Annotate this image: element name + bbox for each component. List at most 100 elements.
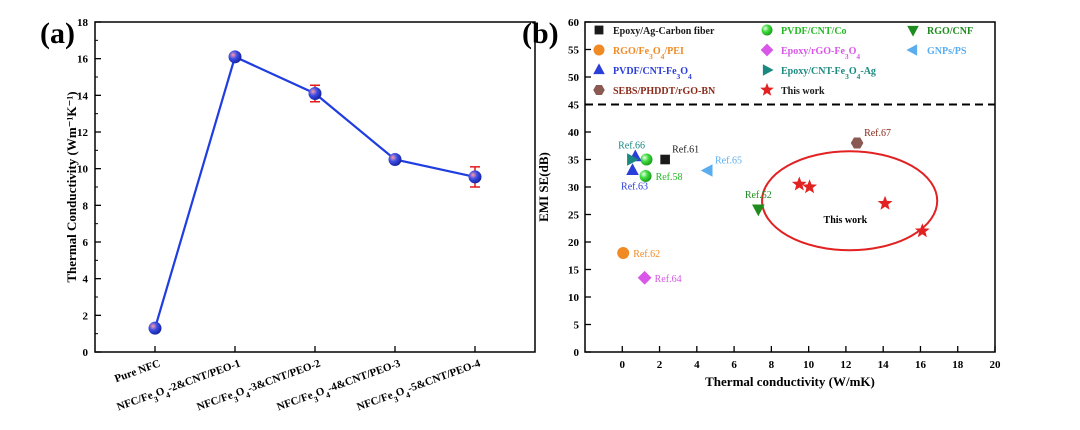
point-label: Ref.65 [715,156,742,167]
text-run: 4 [856,52,860,61]
panel-b-legend: Epoxy/Ag-Carbon fiber PVDF/CNT/Co RGO/CNF R… [593,24,973,97]
legend-item: GNPs/PS [906,44,967,57]
legend-marker-triangle-down [907,25,919,37]
text-run: 4 [688,72,692,81]
text-run: GNPs/PS [927,46,967,57]
legend-marker-triangle-up [593,63,605,75]
y-tick-label: 40 [568,127,580,139]
text-run: 4 [857,72,861,81]
legend-marker-hexagon [593,84,605,96]
text-run: Epoxy/CNT-Fe [781,66,846,77]
legend-label: Epoxy/CNT-Fe3O4-Ag [781,66,876,81]
point-label: Ref.64 [655,274,682,285]
text-run: Pure NFC [113,358,162,386]
y-tick-label: 0 [574,347,580,359]
legend-label: PVDF/CNT-Fe3O4 [613,66,692,81]
scatter-point [877,195,893,210]
scatter-point [640,153,653,166]
point-marker-sphere [640,153,653,166]
y-tick-label: 6 [83,237,89,249]
x-tick-label: 8 [769,359,775,371]
legend-marker-triangle-left [906,44,918,56]
point-label: Ref.62 [633,249,660,260]
point-marker-star [791,176,807,191]
x-tick-label: 2 [657,359,663,371]
x-tick-label: Pure NFC [113,358,162,386]
y-tick-label: 18 [77,17,89,29]
y-tick-label: 16 [77,54,89,66]
text-run: 3 [393,394,400,404]
text-run: 3 [845,72,849,81]
text-run: -4&CNT/PEO-3 [326,357,402,395]
panel-b-chart: (b) 0 5 10 15 20 25 30 35 40 45 50 55 60 0 2 4 6 8 10 12 14… [522,17,1001,389]
text-run: -2&CNT/PEO-1 [166,358,242,395]
scatter-point [914,223,930,238]
text-run: 4 [164,390,171,400]
legend-item: RGO/Fe3O4/PEI [593,44,684,61]
legend-marker-circle [593,44,605,56]
data-point [308,87,322,100]
legend-label: This work [781,86,825,97]
panel-b-data: This work Ref.61 Ref.58 Ref.52 Ref.62 Ref.64 R… [617,128,939,285]
text-run: Epoxy/rGO-Fe [781,46,845,57]
data-point [388,153,402,166]
y-tick-label: 10 [568,292,580,304]
x-tick-label: 12 [840,359,852,371]
scatter-point [791,176,807,191]
point-label: Ref.66 [618,141,645,152]
scatter-point: Ref.64 [637,270,682,285]
panel-a-x-ticks: Pure NFCNFC/Fe3O4-2&CNT/PEO-1NFC/Fe3O4-3… [113,346,482,413]
text-run: /PEI [663,46,684,57]
text-run: 3 [845,52,849,61]
legend-item: Epoxy/rGO-Fe3O4 [760,43,860,61]
data-point [148,321,162,335]
data-point [228,50,242,64]
x-tick-label: 0 [620,359,626,371]
point-marker-sphere [639,170,652,182]
y-tick-label: 2 [83,310,89,322]
text-run: 3 [677,72,681,81]
point-label: Ref.58 [656,172,683,183]
legend-label: Epoxy/Ag-Carbon fiber [613,26,715,37]
point-marker-star [914,223,930,238]
scatter-point: Ref.61 [660,145,699,165]
text-run: 4 [404,390,411,400]
x-tick-label: 10 [803,359,815,371]
text-run: PVDF/CNT-Fe [613,66,677,77]
point-marker-square [660,154,670,165]
text-run: -Ag [860,66,876,77]
y-tick-label: 45 [568,100,580,112]
panel-a-data [148,50,482,335]
text-run: O [680,66,688,77]
x-tick-label: 16 [915,359,927,371]
text-run: SEBS/PHDDT/rGO-BN [613,86,716,97]
scatter-point: Ref.66 [618,141,645,166]
legend-label: RGO/CNF [927,26,973,37]
point-marker-circle [617,247,630,259]
text-run: Epoxy/Ag-Carbon fiber [613,26,715,37]
legend-item: SEBS/PHDDT/rGO-BN [593,84,716,97]
legend-marker-triangle-right [762,64,774,76]
y-tick-label: 10 [77,164,89,176]
panel-b-y-axis-label: EMI SE(dB) [536,152,551,222]
text-run: -3&CNT/PEO-2 [246,357,322,395]
legend-label: RGO/Fe3O4/PEI [613,46,684,61]
y-tick-label: 14 [77,90,89,102]
scatter-point [802,179,817,194]
point-marker-triangle-up [626,163,639,175]
scatter-point: Ref.65 [700,156,742,177]
text-run: 4 [244,390,251,400]
panel-b-y-ticks: 0 5 10 15 20 25 30 35 40 45 50 55 60 [568,17,591,359]
x-tick-label: 4 [694,359,700,371]
point-marker-star [802,179,817,194]
y-tick-label: 0 [83,347,89,359]
y-tick-label: 25 [568,210,580,222]
y-tick-label: 15 [568,265,580,277]
point-marker-triangle-down [752,204,765,217]
y-tick-label: 8 [83,200,89,212]
legend-label: Epoxy/rGO-Fe3O4 [781,46,860,61]
panel-b-x-axis-label: Thermal conductivity (W/mK) [705,374,875,389]
legend-marker-sphere [761,24,773,36]
point-marker-diamond [637,270,652,285]
y-tick-label: 5 [574,320,580,332]
